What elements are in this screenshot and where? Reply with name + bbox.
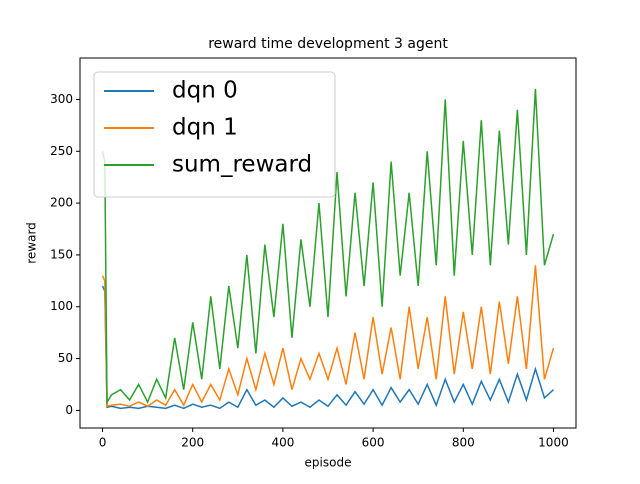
y-tick-label: 150 xyxy=(50,247,73,261)
legend-label: sum_reward xyxy=(172,152,312,178)
y-tick-label: 200 xyxy=(50,196,73,210)
y-tick-label: 50 xyxy=(58,351,73,365)
x-tick-label: 200 xyxy=(181,436,204,450)
x-tick-label: 0 xyxy=(99,436,107,450)
y-tick-label: 100 xyxy=(50,299,73,313)
y-axis-label: reward xyxy=(25,222,39,264)
y-tick-label: 0 xyxy=(65,403,73,417)
series-line xyxy=(101,265,555,408)
x-tick-label: 400 xyxy=(271,436,294,450)
legend-label: dqn 1 xyxy=(172,115,238,141)
plot-frame xyxy=(79,57,577,429)
series-line xyxy=(101,285,554,410)
x-axis-label: episode xyxy=(305,456,352,470)
y-tick-label: 300 xyxy=(50,92,73,106)
x-tick-label: 800 xyxy=(452,436,475,450)
x-tick-label: 600 xyxy=(362,436,385,450)
chart-title: reward time development 3 agent xyxy=(208,36,448,52)
legend-label: dqn 0 xyxy=(172,78,238,104)
series-line xyxy=(101,89,555,405)
x-tick-label: 1000 xyxy=(538,436,569,450)
y-tick-label: 250 xyxy=(50,144,73,158)
legend-box xyxy=(93,71,336,198)
